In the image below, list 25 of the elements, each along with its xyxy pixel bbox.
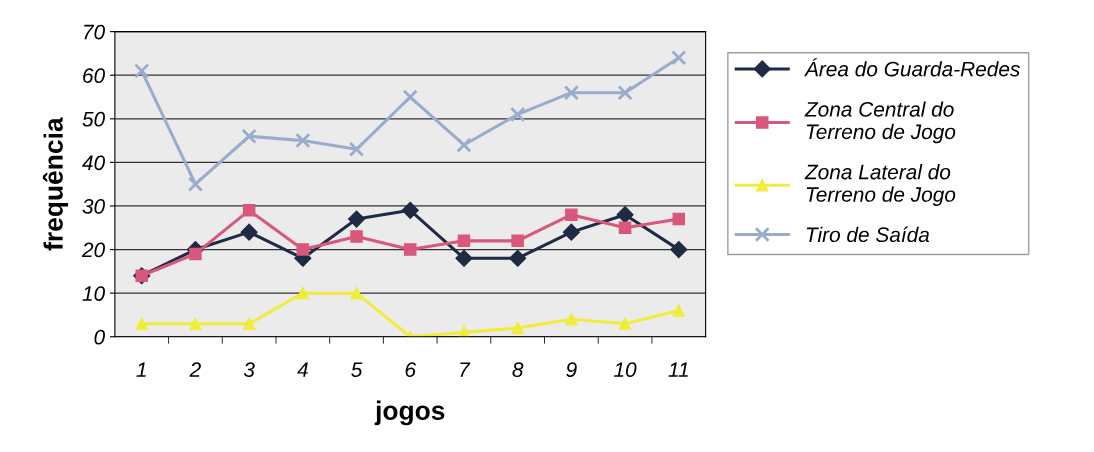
x-tick-label: 9: [566, 362, 577, 378]
y-tick-label: 30: [82, 198, 105, 214]
x-tick-label: 11: [668, 362, 688, 377]
legend-label: Zona Lateral do Terreno de Jogo: [804, 164, 956, 206]
y-tick-label: 0: [94, 329, 105, 345]
y-tick-label: 40: [82, 155, 105, 171]
x-tick-label: 2: [189, 362, 201, 377]
y-tick-label: 70: [84, 24, 105, 40]
x-axis-title: jogos: [374, 400, 445, 426]
y-tick-label: 60: [83, 68, 105, 83]
legend-label: Área do Guarda-Redes: [804, 58, 1020, 77]
x-tick-label: 4: [297, 362, 308, 377]
x-tick-label: 8: [512, 362, 524, 378]
x-tick-label: 10: [614, 362, 637, 378]
y-axis-title: frequência: [42, 117, 69, 251]
x-tick-label: 6: [405, 362, 417, 378]
y-tick-label: 20: [81, 242, 105, 258]
legend-label: Tiro de Saída: [806, 226, 930, 243]
x-tick-label: 7: [460, 362, 471, 377]
legend-label: Zona Central do Terreno de Jogo: [804, 101, 956, 144]
x-tick-label: 3: [243, 362, 255, 378]
x-tick-label: 5: [351, 362, 363, 378]
y-tick-label: 10: [82, 286, 105, 301]
y-tick-label: 50: [82, 111, 105, 127]
x-tick-label: 1: [136, 362, 146, 377]
